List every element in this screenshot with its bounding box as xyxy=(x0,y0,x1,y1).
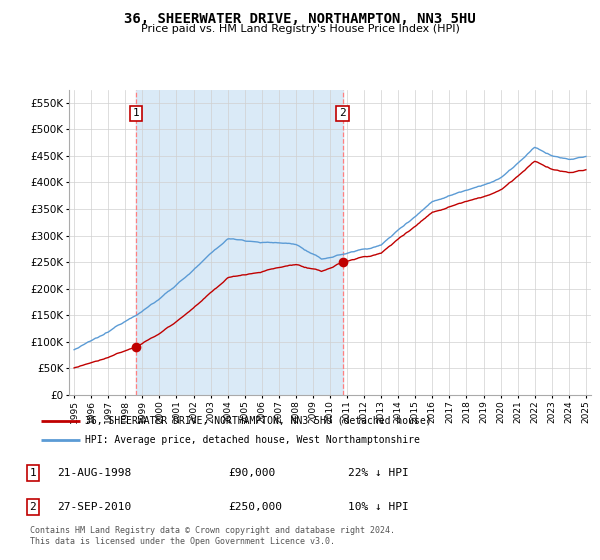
Text: 21-AUG-1998: 21-AUG-1998 xyxy=(57,468,131,478)
Text: 1: 1 xyxy=(29,468,37,478)
Text: 36, SHEERWATER DRIVE, NORTHAMPTON, NN3 5HU: 36, SHEERWATER DRIVE, NORTHAMPTON, NN3 5… xyxy=(124,12,476,26)
Bar xyxy=(136,90,343,395)
Text: 27-SEP-2010: 27-SEP-2010 xyxy=(57,502,131,512)
Text: Price paid vs. HM Land Registry's House Price Index (HPI): Price paid vs. HM Land Registry's House … xyxy=(140,24,460,34)
Text: HPI: Average price, detached house, West Northamptonshire: HPI: Average price, detached house, West… xyxy=(85,435,420,445)
Text: 2: 2 xyxy=(29,502,37,512)
Text: 2: 2 xyxy=(339,109,346,119)
Text: 22% ↓ HPI: 22% ↓ HPI xyxy=(348,468,409,478)
Text: £250,000: £250,000 xyxy=(228,502,282,512)
Text: £90,000: £90,000 xyxy=(228,468,275,478)
Text: Contains HM Land Registry data © Crown copyright and database right 2024.
This d: Contains HM Land Registry data © Crown c… xyxy=(30,526,395,546)
Text: 1: 1 xyxy=(133,109,140,119)
Text: 10% ↓ HPI: 10% ↓ HPI xyxy=(348,502,409,512)
Text: 36, SHEERWATER DRIVE, NORTHAMPTON, NN3 5HU (detached house): 36, SHEERWATER DRIVE, NORTHAMPTON, NN3 5… xyxy=(85,416,432,426)
